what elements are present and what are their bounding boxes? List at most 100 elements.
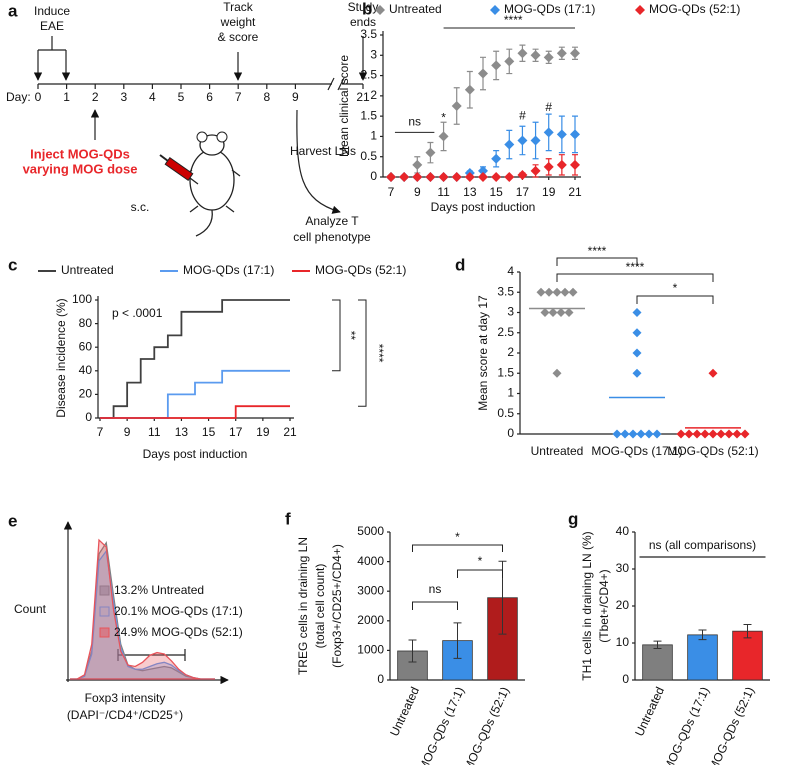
day-label: 7 — [235, 90, 242, 104]
inject-label: Inject MOG-QDs — [30, 146, 130, 161]
day-label: 5 — [178, 90, 185, 104]
x-tick-label: 21 — [568, 185, 582, 199]
day-label: 2 — [92, 90, 99, 104]
event-label: Harvest LNs — [290, 144, 356, 158]
x-tick-label: MOG-QDs (17:1) — [416, 685, 467, 765]
data-point — [543, 161, 554, 172]
x-tick-label: MOG-QDs (52:1) — [667, 444, 758, 458]
timeline-drawing — [33, 36, 368, 237]
bar — [732, 630, 763, 681]
y-tick-label: 0.5 — [360, 149, 377, 163]
bracket — [412, 601, 458, 610]
bracket — [556, 257, 638, 266]
panel-label: d — [455, 255, 465, 274]
x-tick-label: 11 — [437, 185, 450, 199]
x-tick-label: 11 — [148, 425, 161, 439]
bracket — [332, 299, 341, 372]
data-point — [556, 48, 567, 59]
y-axis-label: (Tbet+/CD4+) — [597, 569, 611, 642]
bar — [487, 597, 518, 681]
data-point — [438, 131, 449, 142]
y-tick-label: 100 — [72, 292, 92, 306]
data-point — [564, 308, 574, 317]
data-point — [530, 135, 541, 146]
y-axis-label: TREG cells in draining LN — [296, 537, 310, 675]
y-tick-label: 0 — [370, 169, 377, 183]
y-axis-label: Count — [14, 602, 47, 616]
bar — [687, 634, 718, 681]
legend-label: 13.2% Untreated — [114, 583, 204, 597]
axis-break — [327, 77, 335, 91]
y-tick-label: 3000 — [357, 583, 384, 597]
y-tick-label: 40 — [616, 524, 630, 538]
y-tick-label: 0 — [85, 410, 92, 424]
bracket — [412, 544, 503, 552]
data-point — [552, 368, 562, 378]
y-tick-label: 40 — [79, 363, 93, 377]
event-label: Analyze T — [305, 214, 359, 228]
data-point — [517, 169, 528, 180]
legend-label: MOG-QDs (17:1) — [183, 263, 274, 277]
y-tick-label: 1 — [507, 386, 514, 400]
annotation: * — [478, 554, 483, 568]
step-line — [100, 369, 290, 419]
day-label: Day: — [6, 90, 31, 104]
x-tick-label: 21 — [283, 425, 297, 439]
data-point — [412, 159, 423, 170]
data-point — [560, 287, 570, 297]
y-tick-label: 1.5 — [360, 108, 377, 122]
data-point — [451, 172, 462, 182]
data-point — [570, 159, 580, 170]
data-point — [652, 429, 662, 439]
event-label: & score — [218, 30, 259, 44]
event-label: Induce — [34, 4, 70, 18]
bracket — [38, 36, 66, 51]
bracket — [636, 295, 714, 304]
x-axis-label: (DAPI⁻/CD4⁺/CD25⁺) — [67, 708, 183, 722]
legend-swatch — [99, 627, 110, 638]
data-point — [530, 50, 541, 61]
y-tick-label: 20 — [79, 387, 93, 401]
data-point — [556, 308, 566, 317]
data-point — [530, 165, 541, 176]
step-line — [100, 405, 290, 419]
data-point — [504, 139, 515, 150]
legend-label: 24.9% MOG-QDs (52:1) — [114, 625, 243, 639]
data-point — [504, 56, 515, 67]
annotation: * — [673, 281, 678, 295]
data-point — [464, 172, 475, 182]
legend-label: 20.1% MOG-QDs (17:1) — [114, 604, 243, 618]
legend-label: Untreated — [61, 263, 114, 277]
data-point — [438, 172, 449, 182]
bracket — [457, 569, 503, 578]
panel-label: e — [8, 511, 17, 530]
data-point — [412, 172, 423, 182]
y-tick-label: 3 — [370, 47, 377, 61]
data-point — [570, 48, 580, 59]
data-point — [632, 328, 642, 338]
x-tick-label: 7 — [388, 185, 395, 199]
legend-marker — [635, 5, 645, 15]
event-label: ends — [350, 15, 376, 29]
legend-swatch — [99, 606, 110, 617]
y-axis-label: TH1 cells in draining LN (%) — [580, 531, 594, 680]
legend-label: MOG-QDs (52:1) — [649, 2, 740, 16]
annotation: **** — [588, 244, 607, 258]
event-label: Study — [348, 0, 379, 14]
data-point — [568, 287, 578, 297]
annotation: ns (all comparisons) — [649, 538, 756, 552]
annotation: ns — [429, 582, 442, 596]
data-point — [425, 147, 436, 158]
day-label: 4 — [149, 90, 156, 104]
data-point — [536, 287, 546, 297]
data-point — [544, 287, 554, 297]
data-point — [540, 308, 550, 317]
annotation: # — [519, 108, 526, 122]
event-label: weight — [220, 15, 256, 29]
data-point — [620, 429, 630, 439]
error-bar — [698, 629, 707, 641]
data-point — [716, 429, 726, 439]
legend-swatch — [99, 585, 110, 596]
annotation: * — [455, 530, 460, 544]
